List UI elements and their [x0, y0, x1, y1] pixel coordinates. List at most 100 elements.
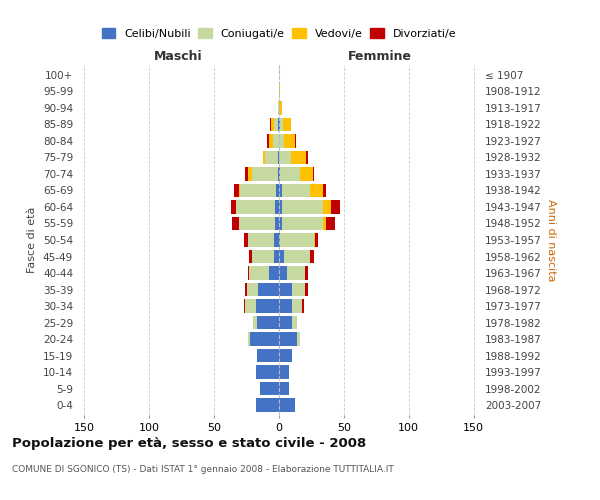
- Bar: [256, 366, 279, 379]
- Bar: [277, 184, 279, 197]
- Bar: [272, 134, 279, 147]
- Bar: [302, 300, 304, 313]
- Y-axis label: Anni di nascita: Anni di nascita: [545, 198, 556, 281]
- Bar: [279, 150, 290, 164]
- Bar: [239, 216, 275, 230]
- Bar: [300, 167, 313, 180]
- Bar: [279, 184, 281, 197]
- Bar: [323, 216, 326, 230]
- Bar: [305, 266, 308, 280]
- Bar: [310, 250, 314, 264]
- Bar: [269, 266, 279, 280]
- Bar: [249, 266, 269, 280]
- Bar: [305, 283, 308, 296]
- Bar: [274, 233, 279, 247]
- Bar: [306, 150, 308, 164]
- Bar: [326, 216, 335, 230]
- Bar: [278, 150, 279, 164]
- Bar: [279, 300, 292, 313]
- Bar: [248, 167, 252, 180]
- Bar: [279, 332, 297, 346]
- Bar: [236, 200, 275, 214]
- Bar: [233, 184, 239, 197]
- Bar: [253, 316, 257, 330]
- Bar: [280, 167, 300, 180]
- Bar: [248, 233, 274, 247]
- Bar: [279, 200, 281, 214]
- Bar: [323, 200, 331, 214]
- Bar: [279, 134, 284, 147]
- Bar: [323, 184, 326, 197]
- Bar: [239, 184, 240, 197]
- Bar: [240, 184, 277, 197]
- Bar: [281, 184, 310, 197]
- Bar: [279, 84, 280, 98]
- Bar: [250, 332, 279, 346]
- Bar: [274, 250, 279, 264]
- Bar: [331, 200, 340, 214]
- Bar: [279, 167, 280, 180]
- Bar: [297, 332, 300, 346]
- Bar: [248, 332, 250, 346]
- Bar: [279, 382, 289, 396]
- Bar: [263, 150, 265, 164]
- Bar: [279, 316, 292, 330]
- Bar: [284, 250, 310, 264]
- Bar: [252, 167, 278, 180]
- Legend: Celibi/Nubili, Coniugati/e, Vedovi/e, Divorziati/e: Celibi/Nubili, Coniugati/e, Vedovi/e, Di…: [98, 25, 460, 42]
- Bar: [269, 134, 272, 147]
- Bar: [313, 167, 314, 180]
- Bar: [295, 134, 296, 147]
- Bar: [314, 233, 316, 247]
- Bar: [279, 398, 295, 412]
- Bar: [260, 382, 279, 396]
- Bar: [279, 216, 281, 230]
- Bar: [257, 316, 279, 330]
- Text: COMUNE DI SGONICO (TS) - Dati ISTAT 1° gennaio 2008 - Elaborazione TUTTITALIA.IT: COMUNE DI SGONICO (TS) - Dati ISTAT 1° g…: [12, 466, 394, 474]
- Bar: [279, 366, 289, 379]
- Bar: [244, 233, 248, 247]
- Bar: [245, 300, 256, 313]
- Bar: [283, 118, 290, 131]
- Bar: [279, 283, 292, 296]
- Text: Popolazione per età, sesso e stato civile - 2008: Popolazione per età, sesso e stato civil…: [12, 438, 366, 450]
- Bar: [292, 300, 302, 313]
- Bar: [232, 216, 239, 230]
- Bar: [279, 233, 280, 247]
- Bar: [292, 283, 305, 296]
- Bar: [275, 216, 279, 230]
- Bar: [290, 150, 306, 164]
- Bar: [268, 134, 269, 147]
- Bar: [310, 184, 323, 197]
- Text: Femmine: Femmine: [347, 50, 412, 64]
- Bar: [275, 200, 279, 214]
- Bar: [278, 101, 279, 114]
- Y-axis label: Fasce di età: Fasce di età: [28, 207, 37, 273]
- Bar: [280, 233, 314, 247]
- Bar: [281, 216, 323, 230]
- Bar: [257, 349, 279, 362]
- Bar: [270, 118, 271, 131]
- Bar: [287, 266, 305, 280]
- Bar: [316, 233, 318, 247]
- Bar: [280, 118, 283, 131]
- Bar: [278, 167, 279, 180]
- Bar: [245, 283, 247, 296]
- Bar: [279, 266, 287, 280]
- Bar: [256, 300, 279, 313]
- Bar: [279, 349, 292, 362]
- Bar: [252, 250, 274, 264]
- Bar: [258, 283, 279, 296]
- Bar: [265, 150, 278, 164]
- Bar: [279, 101, 281, 114]
- Bar: [284, 134, 295, 147]
- Bar: [256, 398, 279, 412]
- Bar: [271, 118, 274, 131]
- Bar: [245, 167, 248, 180]
- Text: Maschi: Maschi: [154, 50, 203, 64]
- Bar: [231, 200, 236, 214]
- Bar: [244, 300, 245, 313]
- Bar: [278, 118, 279, 131]
- Bar: [274, 118, 278, 131]
- Bar: [279, 250, 284, 264]
